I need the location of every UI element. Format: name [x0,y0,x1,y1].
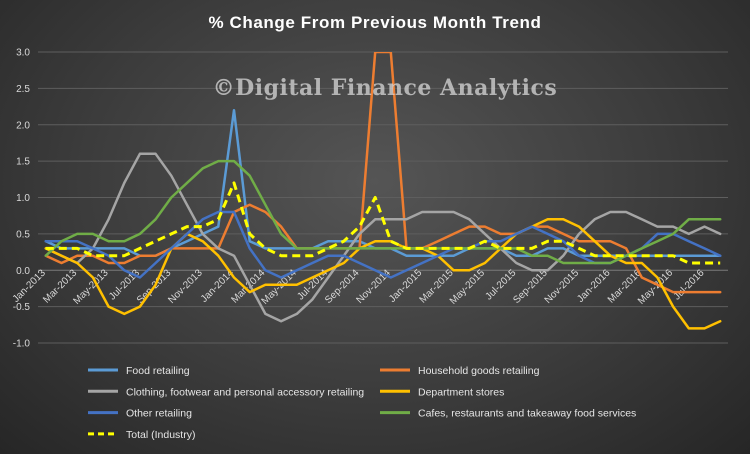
x-tick-label: Nov-2013 [166,267,205,306]
series-line-6 [44,159,722,265]
legend-label: Department stores [418,386,504,398]
x-tick-label: May-2015 [448,267,488,307]
series-line-7 [45,181,721,265]
y-tick-label: -0.5 [13,302,31,313]
series-line-2 [44,52,722,294]
y-tick-label: 2.0 [16,120,30,131]
y-tick-label: 0.0 [16,266,30,277]
legend-label: Household goods retailing [418,365,540,377]
y-tick-label: 3.0 [16,48,30,59]
x-axis-ticks: Jan-2013Mar-2013May-2013Jul-2013Sep-2013… [11,267,707,307]
legend-label: Clothing, footwear and personal accessor… [126,386,364,398]
x-tick-label: Nov-2015 [543,267,582,306]
y-tick-label: 2.5 [16,84,30,95]
y-tick-label: 0.5 [16,229,30,240]
y-tick-label: -1.0 [13,339,31,350]
chart-title: % Change From Previous Month Trend [208,13,541,32]
legend-label: Total (Industry) [126,429,195,441]
watermark: ©Digital Finance Analytics [213,75,558,101]
legend: Food retailing Household goods retailing C… [88,365,636,441]
y-axis-ticks: -1.0 -0.5 0.0 0.5 1.0 1.5 2.0 2.5 3.0 [13,48,31,350]
series-lines [44,52,722,330]
legend-label: Food retailing [126,365,190,377]
y-tick-label: 1.0 [16,193,30,204]
x-tick-label: Jul-2016 [672,267,707,302]
x-tick-label: Nov-2014 [355,267,394,306]
series-line-4 [44,218,722,330]
y-tick-label: 1.5 [16,157,30,168]
legend-label: Other retailing [126,408,192,420]
legend-label: Cafes, restaurants and takeaway food ser… [418,408,636,420]
